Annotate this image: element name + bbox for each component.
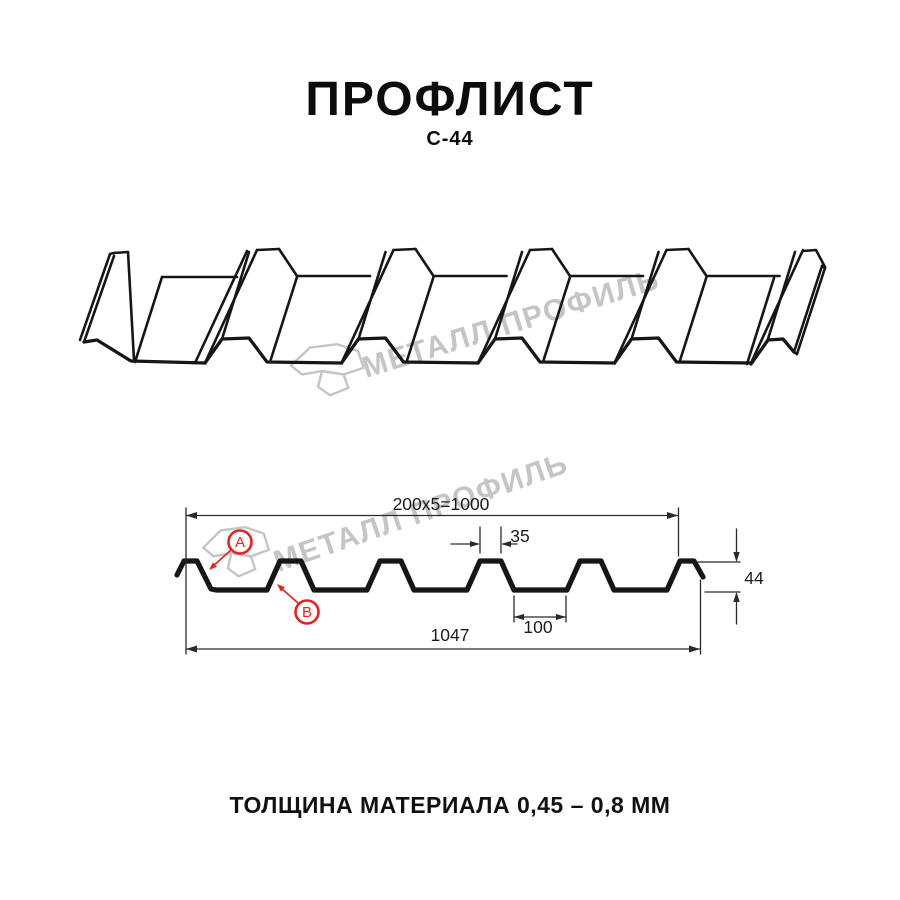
dim-rib-top-label: 35 (510, 526, 529, 546)
brand-logo-icon (289, 343, 365, 397)
callout-b-label: B (302, 604, 312, 621)
page-title: ПРОФЛИСТ (305, 73, 595, 126)
thickness-caption: ТОЛЩИНА МАТЕРИАЛА 0,45 – 0,8 ММ (229, 792, 671, 818)
dimension-lines (185, 507, 741, 655)
watermark-3d: МЕТАЛЛ ПРОФИЛЬ (289, 263, 664, 397)
dim-bottom-flat-label: 100 (523, 617, 552, 637)
cross-section-drawing (174, 558, 706, 593)
watermark-text: МЕТАЛЛ ПРОФИЛЬ (358, 263, 663, 385)
profile-code-subtitle: С-44 (426, 128, 474, 150)
dim-coverage-label: 200x5=1000 (393, 494, 490, 514)
callout-a-label: A (235, 534, 245, 551)
dim-height-label: 44 (744, 568, 764, 588)
brand-logo-icon (202, 525, 271, 578)
dim-total-width-label: 1047 (431, 625, 470, 645)
callout-annotations (209, 529, 320, 625)
profile-3d-drawing (78, 247, 827, 366)
